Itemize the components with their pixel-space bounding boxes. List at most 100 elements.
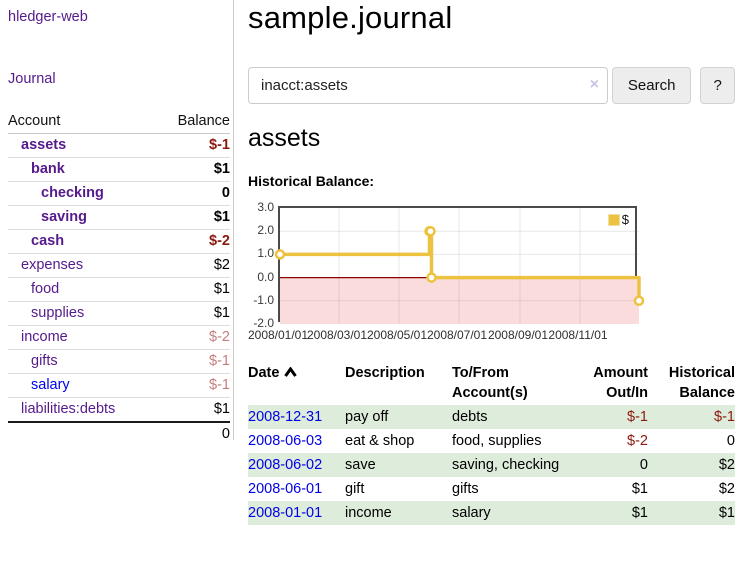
clear-search-icon[interactable]: × [589,76,599,93]
sidebar-item-journal[interactable]: Journal [8,71,56,87]
transaction-date-cell: 2008-12-31 [248,405,345,429]
account-link[interactable]: liabilities:debts [21,401,116,417]
y-tick-label: -2.0 [253,316,274,330]
register-header-row: Date Description To/From Account(s) Amou… [248,361,735,405]
transaction-accounts: food, supplies [452,433,542,449]
y-tick-label: 2.0 [257,223,274,238]
x-tick-label: 2008/11/01 [548,328,608,342]
transaction-row: 2008-12-31 pay off debts $-1 $-1 [248,405,735,429]
account-balance: $-1 [157,373,230,398]
account-link[interactable]: saving [41,209,87,225]
account-link[interactable]: checking [41,185,104,201]
account-name-cell: salary [8,373,158,398]
transaction-accounts: gifts [452,481,479,497]
search-input[interactable] [248,67,608,104]
account-name-cell: food [8,277,158,302]
transaction-accounts: salary [452,505,491,521]
account-balance: $1 [157,301,230,326]
account-row: gifts $-1 [8,349,230,374]
transaction-balance: 0 [726,433,735,449]
x-tick-label: 2008/09/01 [487,328,549,342]
transaction-date-cell: 2008-06-01 [248,477,345,501]
account-row: income $-2 [8,325,230,350]
chart-plot-area: $ [274,206,645,324]
accounts-total-value: 0 [8,421,230,446]
account-balance: $1 [157,157,230,182]
account-balance: $-1 [209,137,230,153]
x-tick-label: 2008/07/01 [426,328,488,342]
transaction-date-link[interactable]: 2008-06-03 [248,433,323,449]
transaction-description: save [345,457,376,473]
register-table: Date Description To/From Account(s) Amou… [248,361,735,525]
account-name-cell: assets [8,134,157,158]
account-balance: 0 [157,181,230,206]
transaction-balance: $1 [718,505,735,521]
transaction-date-link[interactable]: 2008-01-01 [248,505,323,521]
register-table-body: 2008-12-31 pay off debts $-1 $-1 2008-06-03 ea… [248,405,735,525]
y-tick-label: 3.0 [257,200,274,214]
transaction-date-link[interactable]: 2008-12-31 [248,409,323,425]
account-link[interactable]: income [21,329,68,345]
account-row: salary $-1 [8,373,230,398]
account-balance: $1 [157,277,230,302]
page-title: sample.journal [248,0,453,35]
register-col-date[interactable]: Date [248,361,345,405]
main-content: sample.journal × Search ? assets Histori… [248,0,735,582]
legend-swatch-icon [607,213,620,226]
account-link[interactable]: expenses [21,257,84,273]
transaction-balance: $2 [718,457,735,473]
account-row: liabilities:debts $1 [8,397,230,422]
accounts-table: Account Balance assets $-1 bank $1 checking 0… [8,111,230,446]
account-balance: $1 [157,397,230,422]
transaction-date-cell: 2008-06-02 [248,453,345,477]
account-link[interactable]: bank [31,161,65,177]
register-col-description: Description [345,365,425,381]
account-name-cell: gifts [8,349,158,374]
register-col-amount: Amount Out/In [593,365,648,401]
register-col-accounts: To/From Account(s) [452,365,528,401]
account-name-cell: checking [8,181,158,206]
account-name-cell: supplies [8,301,158,326]
x-tick-label: 2008/01/01 [247,328,309,342]
account-name-cell: expenses [8,253,158,278]
account-name-cell: saving [8,205,158,230]
accounts-col-balance: Balance [157,111,230,134]
accounts-col-account: Account [8,111,158,134]
account-row: food $1 [8,277,230,302]
brand-link[interactable]: hledger-web [8,9,88,25]
transaction-date-link[interactable]: 2008-06-02 [248,457,323,473]
transaction-amount: $-2 [627,433,648,449]
chart-canvas [274,208,645,324]
x-tick-label: 2008/03/01 [306,328,368,342]
account-row: expenses $2 [8,253,230,278]
account-link[interactable]: food [31,281,60,297]
register-col-balance: Historical Balance [668,365,735,401]
transaction-description: pay off [345,409,389,425]
search-form: × Search ? [248,67,735,104]
date-header-label: Date [248,365,280,381]
transaction-date-link[interactable]: 2008-06-01 [248,481,323,497]
sort-ascending-icon [284,366,298,377]
y-tick-label: 1.0 [257,246,274,261]
search-button[interactable]: Search [611,67,692,104]
transaction-balance: $2 [718,481,735,497]
account-link[interactable]: gifts [31,353,58,369]
account-row: checking 0 [8,181,230,206]
account-row: supplies $1 [8,301,230,326]
help-button[interactable]: ? [700,67,735,104]
account-link[interactable]: supplies [31,305,85,321]
account-link[interactable]: assets [21,137,67,153]
transaction-row: 2008-01-01 income salary $1 $1 [248,501,735,525]
account-name-cell: liabilities:debts [8,397,158,422]
account-link[interactable]: salary [31,377,70,393]
transaction-balance: $-1 [714,409,735,425]
chart-title: Historical Balance: [248,173,375,189]
accounts-table-body: assets $-1 bank $1 checking 0 saving $1 cash $-2 e… [8,134,230,422]
account-row: cash $-2 [8,229,230,254]
transaction-accounts: saving, checking [452,457,560,473]
legend-label: $ [621,212,629,227]
historical-balance-chart: $ 3.0 2.0 1.0 0.0 -1.0 -2.0 2008/01/01 2008/03… [247,200,668,348]
account-link[interactable]: cash [31,233,65,249]
sidebar-divider [233,0,234,440]
